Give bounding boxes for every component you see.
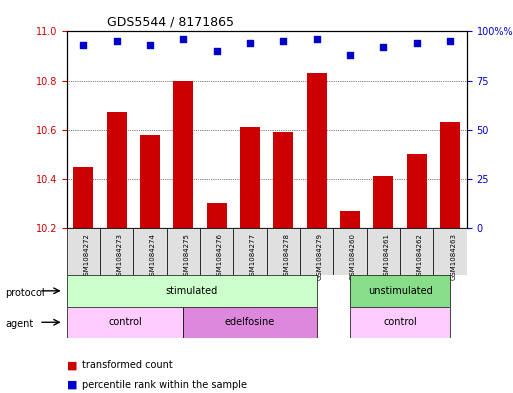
Text: edelfosine: edelfosine <box>225 317 275 327</box>
FancyBboxPatch shape <box>67 307 183 338</box>
Bar <box>307 73 327 393</box>
FancyBboxPatch shape <box>167 228 200 275</box>
Point <box>246 40 254 46</box>
FancyBboxPatch shape <box>300 228 333 275</box>
Text: protocol: protocol <box>5 288 45 298</box>
Point <box>312 36 321 42</box>
Bar <box>73 167 93 393</box>
Text: GDS5544 / 8171865: GDS5544 / 8171865 <box>107 16 234 29</box>
FancyBboxPatch shape <box>200 228 233 275</box>
Text: GSM1084274: GSM1084274 <box>150 233 156 279</box>
Text: GSM1084277: GSM1084277 <box>250 233 256 280</box>
FancyBboxPatch shape <box>433 228 467 275</box>
Point <box>279 38 287 44</box>
FancyBboxPatch shape <box>133 228 167 275</box>
Text: percentile rank within the sample: percentile rank within the sample <box>82 380 247 390</box>
FancyBboxPatch shape <box>100 228 133 275</box>
FancyBboxPatch shape <box>350 307 450 338</box>
Text: GSM1084279: GSM1084279 <box>317 233 323 280</box>
Text: ■: ■ <box>67 360 77 371</box>
FancyBboxPatch shape <box>267 228 300 275</box>
Point <box>79 42 87 48</box>
Text: unstimulated: unstimulated <box>368 286 432 296</box>
Bar <box>140 134 160 393</box>
Bar <box>207 203 227 393</box>
Text: transformed count: transformed count <box>82 360 173 371</box>
Bar <box>273 132 293 393</box>
FancyBboxPatch shape <box>67 228 100 275</box>
Text: agent: agent <box>5 319 33 329</box>
Bar <box>407 154 427 393</box>
FancyBboxPatch shape <box>233 228 267 275</box>
FancyBboxPatch shape <box>67 275 317 307</box>
Text: GSM1084275: GSM1084275 <box>183 233 189 279</box>
Point <box>379 44 388 50</box>
Bar <box>240 127 260 393</box>
Bar <box>373 176 393 393</box>
Text: GSM1084260: GSM1084260 <box>350 233 356 280</box>
Bar <box>173 81 193 393</box>
Text: GSM1084262: GSM1084262 <box>417 233 423 279</box>
Point <box>446 38 454 44</box>
Text: stimulated: stimulated <box>166 286 218 296</box>
Point <box>346 52 354 58</box>
Text: GSM1084278: GSM1084278 <box>283 233 289 280</box>
FancyBboxPatch shape <box>333 228 367 275</box>
Text: control: control <box>383 317 417 327</box>
Point <box>179 36 187 42</box>
Point <box>412 40 421 46</box>
Text: control: control <box>108 317 142 327</box>
FancyBboxPatch shape <box>367 228 400 275</box>
Point <box>146 42 154 48</box>
Text: GSM1084276: GSM1084276 <box>216 233 223 280</box>
Text: GSM1084273: GSM1084273 <box>116 233 123 280</box>
FancyBboxPatch shape <box>183 307 317 338</box>
Text: GSM1084263: GSM1084263 <box>450 233 456 280</box>
FancyBboxPatch shape <box>400 228 433 275</box>
Bar <box>440 122 460 393</box>
Bar <box>340 211 360 393</box>
Point <box>212 48 221 54</box>
Bar <box>107 112 127 393</box>
Point <box>112 38 121 44</box>
Text: GSM1084272: GSM1084272 <box>83 233 89 279</box>
FancyBboxPatch shape <box>350 275 450 307</box>
Text: GSM1084261: GSM1084261 <box>384 233 389 280</box>
Text: ■: ■ <box>67 380 77 390</box>
